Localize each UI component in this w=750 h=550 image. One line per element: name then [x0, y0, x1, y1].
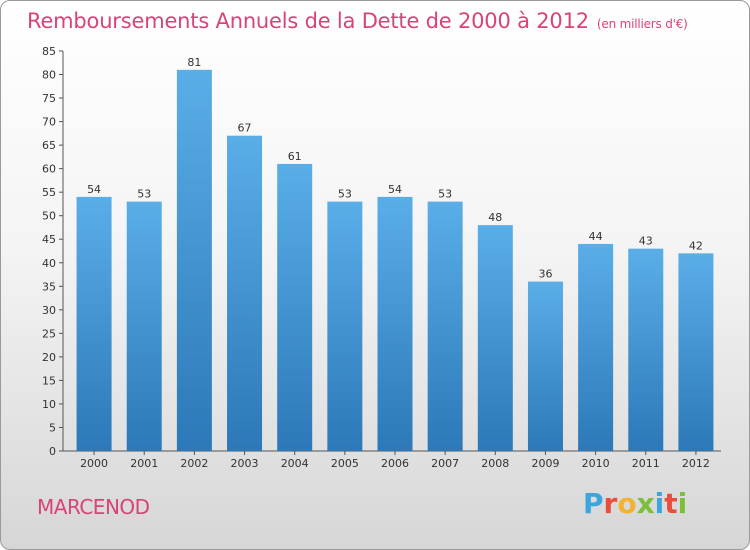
commune-name: MARCENOD	[37, 495, 150, 519]
logo-letter: i	[677, 487, 688, 520]
x-tick-label: 2008	[481, 457, 509, 470]
bar-2000	[76, 196, 112, 451]
bar-2011	[628, 248, 664, 451]
bar-value-label: 61	[288, 150, 302, 163]
logo-letter: P	[583, 487, 604, 520]
y-tick-label: 10	[42, 398, 56, 411]
y-tick-label: 55	[42, 186, 56, 199]
logo-letter: o	[617, 487, 637, 520]
y-tick-label: 20	[42, 351, 56, 364]
bar-2008	[477, 225, 513, 451]
x-tick-label: 2010	[582, 457, 610, 470]
x-tick-label: 2009	[531, 457, 559, 470]
y-tick-label: 60	[42, 163, 56, 176]
chart-axes: 0 5 10 15 20 25 30 35 40 45 50 55 60 65 70 75 80 85 2000 20…	[42, 45, 721, 470]
proxiti-logo: Proxiti	[583, 487, 687, 520]
logo-letter: x	[636, 487, 655, 520]
bar-2006	[377, 196, 413, 451]
chart-bars: 54 53 81 67 61 53 54 53 48 36 44 43 42	[76, 56, 714, 452]
bar-2004	[277, 163, 313, 452]
bar-value-label: 81	[187, 56, 201, 69]
y-tick-label: 5	[49, 421, 56, 434]
bar-value-label: 53	[438, 188, 452, 201]
y-tick-label: 85	[42, 45, 56, 58]
y-tick-label: 75	[42, 92, 56, 105]
y-tick-label: 65	[42, 139, 56, 152]
x-tick-label: 2000	[80, 457, 108, 470]
bar-2012	[678, 253, 714, 451]
x-tick-label: 2006	[381, 457, 409, 470]
logo-letter: i	[654, 487, 665, 520]
y-tick-label: 50	[42, 210, 56, 223]
x-tick-label: 2011	[632, 457, 660, 470]
logo-letter: t	[664, 487, 678, 520]
bar-2003	[227, 135, 263, 452]
y-tick-label: 25	[42, 327, 56, 340]
bar-value-label: 53	[137, 188, 151, 201]
chart-title-text: Remboursements Annuels de la Dette de 20…	[27, 9, 589, 33]
y-tick-label: 40	[42, 257, 56, 270]
y-tick-label: 45	[42, 233, 56, 246]
y-tick-label: 0	[49, 445, 56, 458]
bar-2001	[126, 201, 162, 451]
y-tick-label: 35	[42, 280, 56, 293]
x-tick-label: 2007	[431, 457, 459, 470]
bar-2002	[176, 69, 212, 451]
x-tick-label: 2012	[682, 457, 710, 470]
x-tick-label: 2005	[331, 457, 359, 470]
x-tick-label: 2002	[180, 457, 208, 470]
x-tick-label: 2004	[281, 457, 309, 470]
bar-value-label: 67	[238, 122, 252, 135]
bar-value-label: 53	[338, 188, 352, 201]
chart-unit-label: (en milliers d'€)	[596, 17, 688, 31]
y-tick-label: 30	[42, 304, 56, 317]
bar-value-label: 48	[488, 211, 502, 224]
chart-title: Remboursements Annuels de la Dette de 20…	[27, 9, 688, 33]
bar-2010	[578, 243, 614, 451]
x-tick-label: 2001	[130, 457, 158, 470]
y-tick-label: 70	[42, 116, 56, 129]
bar-2009	[527, 281, 563, 451]
bar-value-label: 42	[689, 239, 703, 252]
bar-2007	[427, 201, 463, 451]
bar-value-label: 43	[639, 235, 653, 248]
bar-value-label: 54	[87, 183, 101, 196]
bar-value-label: 36	[538, 268, 552, 281]
y-tick-label: 80	[42, 69, 56, 82]
x-tick-label: 2003	[231, 457, 259, 470]
bar-value-label: 44	[589, 230, 603, 243]
y-tick-label: 15	[42, 374, 56, 387]
logo-letter: r	[603, 487, 618, 520]
bar-2005	[327, 201, 363, 451]
bar-value-label: 54	[388, 183, 402, 196]
